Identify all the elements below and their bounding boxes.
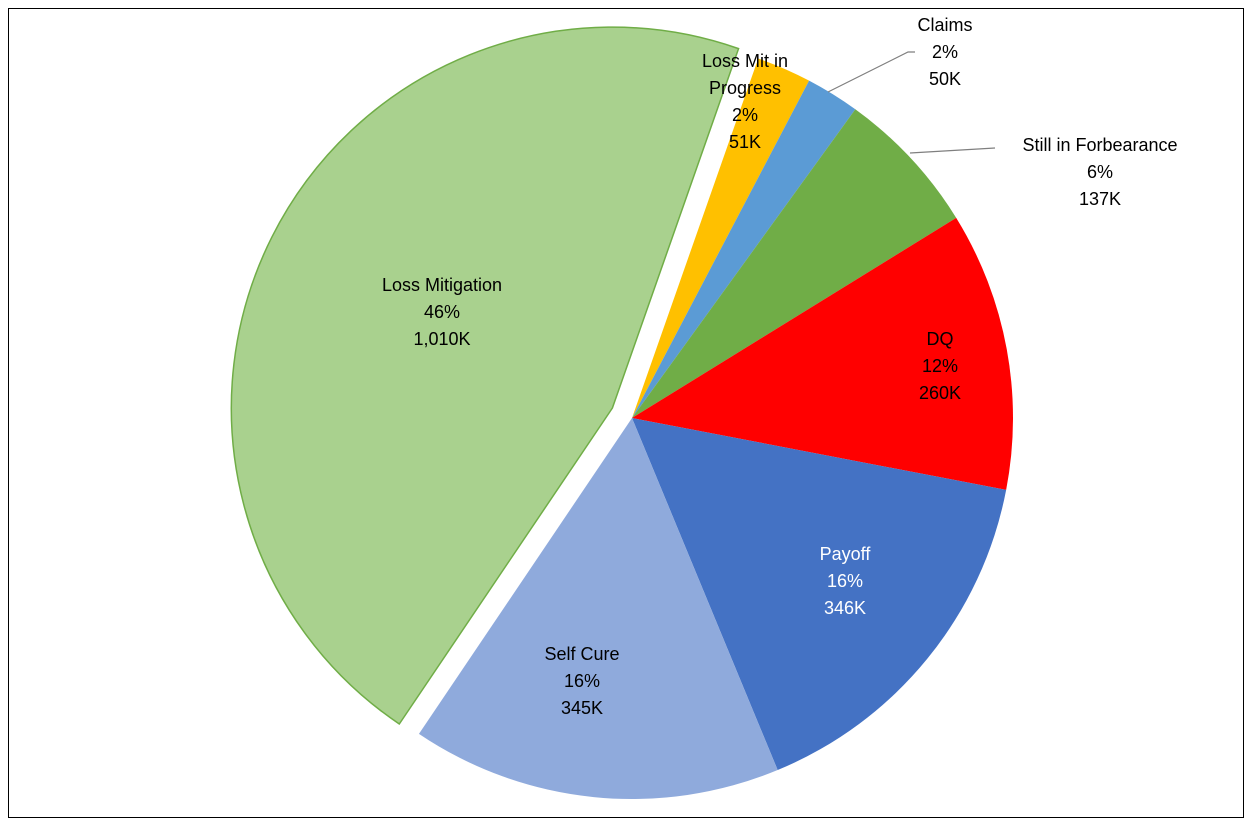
leader-line [909,147,996,154]
label-name: Self Cure [544,644,620,664]
data-label: Self Cure 16% 345K [522,641,642,722]
leader-line [827,51,915,93]
label-name: DQ [926,329,954,349]
label-value: 50K [928,69,962,89]
label-name: Claims [917,15,973,35]
label-value: 1,010K [413,329,471,349]
label-percent: 12% [921,356,959,376]
data-label: Payoff 16% 346K [785,541,905,622]
data-label: Loss Mit in Progress 2% 51K [685,48,805,156]
chart-border [8,8,1244,818]
label-percent: 2% [931,42,958,62]
label-name: Payoff [819,544,871,564]
pie-slice [632,109,957,419]
data-label: DQ 12% 260K [880,326,1000,407]
pie-slice [230,26,740,726]
label-name: Still in Forbearance [1022,135,1178,155]
data-label: Loss Mitigation 46% 1,010K [332,272,552,353]
label-percent: 2% [731,105,758,125]
pie-slice [632,217,1013,490]
label-value: 345K [560,698,604,718]
data-label: Claims 2% 50K [885,12,1005,93]
label-value: 137K [1078,189,1122,209]
pie-slice [632,58,810,418]
label-value: 346K [823,598,867,618]
pie-slice [632,418,1007,771]
data-label: Still in Forbearance 6% 137K [980,132,1220,213]
label-name: Loss Mit in Progress [701,51,789,98]
label-percent: 6% [1086,162,1113,182]
label-value: 260K [918,383,962,403]
label-percent: 16% [826,571,864,591]
label-value: 51K [728,132,762,152]
label-percent: 16% [563,671,601,691]
label-percent: 46% [423,302,461,322]
pie-slice [418,418,778,799]
label-name: Loss Mitigation [381,275,503,295]
pie-slice [632,80,856,418]
